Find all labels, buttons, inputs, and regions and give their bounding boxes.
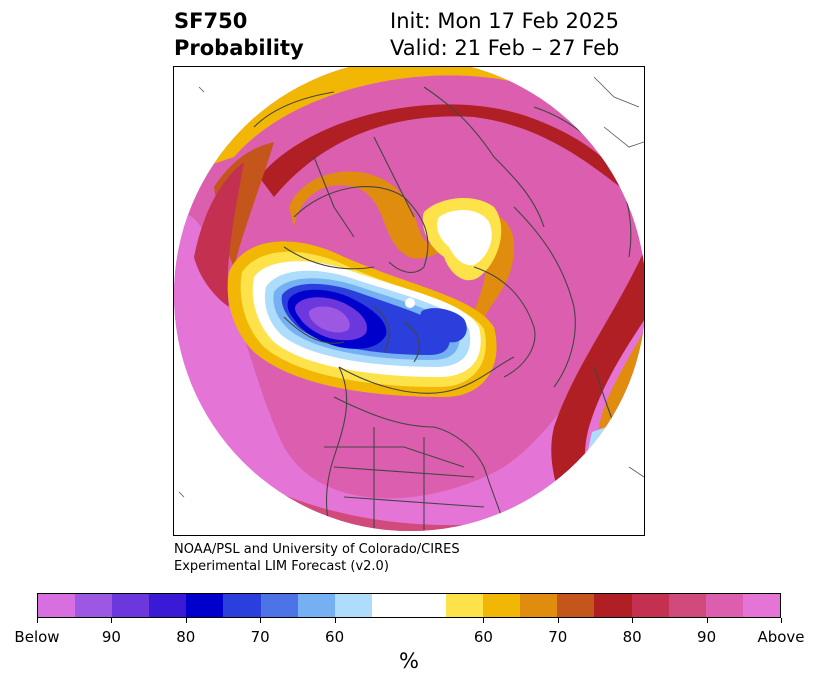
colorbar-tick-label: 80: [176, 628, 196, 646]
colorbar-swatch: [742, 594, 780, 617]
colorbar-swatch: [260, 594, 298, 617]
colorbar-tick-mark: [335, 618, 336, 623]
colorbar-swatch: [557, 594, 595, 617]
colorbar-unit: %: [399, 649, 419, 673]
colorbar-tick-label: 70: [250, 628, 270, 646]
valid-dates: Valid: 21 Feb – 27 Feb: [390, 36, 620, 60]
colorbar-tick-mark: [37, 618, 38, 623]
colorbar-swatch: [334, 594, 372, 617]
credit-text: NOAA/PSL and University of Colorado/CIRE…: [174, 541, 460, 575]
field-above-80-north: [259, 104, 634, 197]
colorbar-tick-mark: [483, 618, 484, 623]
colorbar-swatch: [594, 594, 632, 617]
colorbar-swatch: [668, 594, 706, 617]
colorbar-swatch: [705, 594, 743, 617]
colorbar-tick-mark: [632, 618, 633, 623]
field-neutral-siberia: [437, 210, 492, 266]
colorbar-swatch: [112, 594, 150, 617]
field-above-60-east: [621, 367, 644, 531]
colorbar-swatch: [186, 594, 224, 617]
colorbar-tick-mark: [558, 618, 559, 623]
colorbar-swatch: [483, 594, 521, 617]
outer-coastlines: [178, 76, 644, 498]
credit-line-2: Experimental LIM Forecast (v2.0): [174, 559, 389, 574]
field-above-85-west: [194, 162, 244, 307]
field-neutral-east: [634, 387, 644, 531]
colorbar-tick-mark: [781, 618, 782, 623]
colorbar-tick-label: Above: [757, 628, 805, 646]
colorbar-tick-label: Below: [14, 628, 60, 646]
colorbar-swatch: [631, 594, 669, 617]
field-below-75-east: [420, 308, 467, 343]
map-svg: [174, 67, 644, 531]
chart-title-left: SF750 Probability: [174, 8, 304, 62]
colorbar-tick-label: 60: [473, 628, 493, 646]
colorbar-swatch: [371, 594, 409, 617]
colorbar-swatch: [408, 594, 447, 617]
colorbar-tick-mark: [707, 618, 708, 623]
colorbar-tick-label: 70: [548, 628, 568, 646]
colorbar: [37, 593, 781, 618]
credit-line-1: NOAA/PSL and University of Colorado/CIRE…: [174, 542, 460, 557]
product-name: Probability: [174, 36, 304, 60]
colorbar-swatch: [520, 594, 558, 617]
colorbar-swatch: [446, 594, 484, 617]
field-below-90: [308, 306, 350, 333]
colorbar-tick-label: 90: [697, 628, 717, 646]
colorbar-tick-mark: [260, 618, 261, 623]
colorbar-swatch: [297, 594, 335, 617]
colorbar-swatch: [149, 594, 187, 617]
field-above-60-north: [174, 67, 644, 177]
colorbar-tick-label: 60: [325, 628, 345, 646]
colorbar-tick-mark: [186, 618, 187, 623]
colorbar-swatch: [75, 594, 113, 617]
chart-title-right: Init: Mon 17 Feb 2025 Valid: 21 Feb – 27…: [390, 8, 619, 62]
variable-name: SF750: [174, 9, 248, 33]
pole-hole: [405, 298, 415, 308]
field-above-90: [174, 213, 644, 531]
colorbar-tick-mark: [111, 618, 112, 623]
probability-field: [174, 67, 644, 531]
colorbar-tick-label: 80: [622, 628, 642, 646]
colorbar-swatch: [223, 594, 261, 617]
colorbar-swatch: [38, 594, 76, 617]
field-above-70-inner: [289, 171, 514, 367]
init-date: Init: Mon 17 Feb 2025: [390, 9, 619, 33]
polar-map: [173, 66, 645, 536]
colorbar-tick-label: 90: [101, 628, 121, 646]
